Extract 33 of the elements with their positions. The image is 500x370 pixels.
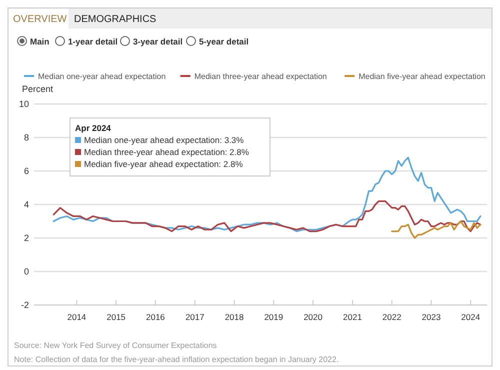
x-tick-label: 2015: [106, 312, 126, 322]
y-tick-label: 8: [24, 132, 29, 143]
y-tick-label: 6: [24, 166, 29, 176]
annotation: Median five-year ahead expectation: 2.8%: [84, 159, 244, 169]
y-tick-label: 10: [18, 99, 29, 110]
source-note: Source: New York Fed Survey of Consumer Expectations: [14, 341, 217, 350]
x-tick-label: 2017: [185, 312, 205, 322]
x-tick-label: 2021: [343, 312, 362, 322]
x-tick-label: 2016: [146, 312, 166, 322]
x-tick-label: 2014: [67, 312, 86, 322]
x-tick-label: 2020: [304, 312, 323, 322]
annotation: Median one-year ahead expectation: 3.3%: [84, 135, 244, 145]
y-tick-label: 2: [24, 233, 29, 244]
x-tick-label: 2023: [422, 312, 441, 322]
y-tick-label: -2: [20, 300, 29, 310]
x-tick-label: 2019: [264, 312, 284, 322]
text: Note: Collection of data for the five-year-ahead inflation expectation began in January 2022.: [14, 355, 339, 364]
annotation: Apr 2024: [75, 123, 112, 133]
y-tick-label: 0: [24, 266, 29, 277]
radio-buttons: Main 1-year detail 3-year detail 5-year detail: [17, 36, 249, 46]
tab-bar: OVERVIEW DEMOGRAPHICS: [8, 8, 492, 28]
x-tick-label: 2018: [224, 312, 244, 322]
annotation: Median three-year ahead expectation: 2.8%: [84, 147, 250, 157]
legend-label: Median three-year ahead expectation: [194, 72, 327, 81]
line-series: [391, 220, 482, 239]
x-tick-label: 2022: [382, 312, 402, 322]
legend-label: Median five-year ahead expectation: [358, 72, 486, 81]
y-axis-title: Percent: [22, 84, 54, 94]
line-series: [52, 156, 482, 232]
x-tick-label: 2024: [461, 312, 480, 322]
legend-label: Median one-year ahead expectation: [38, 72, 166, 81]
y-tick-label: 4: [24, 200, 29, 210]
line-series: [52, 200, 482, 232]
